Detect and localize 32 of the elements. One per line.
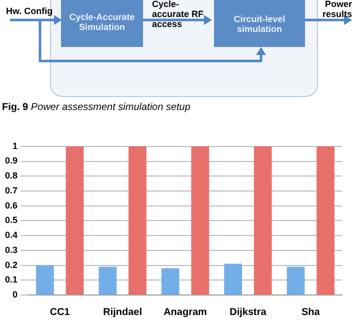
- y-tick-label: 0.6: [4, 200, 18, 210]
- process-box: Circuit-level simulation: [214, 0, 305, 47]
- text: Fig. 9 Power assessment simulation setup: [2, 102, 190, 113]
- bar: [286, 266, 305, 294]
- y-tick-label: 0.5: [4, 215, 18, 226]
- x-tick-label: Anagram: [164, 306, 208, 318]
- bar: [36, 265, 54, 294]
- bar: [191, 146, 210, 294]
- text: Cycle-accurate RF access: [152, 0, 204, 29]
- x-tick-label: CC1: [50, 306, 70, 318]
- y-tick-label: 0: [12, 289, 18, 300]
- text: Power results: [322, 0, 352, 19]
- x-tick-label: Rijndael: [103, 306, 142, 318]
- bar: [224, 264, 242, 294]
- y-tick-label: 1: [12, 140, 18, 151]
- y-tick-label: 0.1: [4, 274, 18, 285]
- x-tick-label: Sha: [301, 306, 320, 318]
- y-tick-label: 0.4: [4, 230, 18, 240]
- y-tick-label: 0.3: [4, 244, 18, 255]
- bar: [316, 146, 334, 294]
- process-box: Cycle-Accurate Simulation: [61, 0, 143, 47]
- bar: [98, 266, 117, 294]
- bar: [66, 146, 84, 294]
- bar: [254, 146, 272, 294]
- bar: [128, 146, 146, 294]
- bar: [161, 268, 180, 294]
- y-tick-label: 0.8: [4, 170, 18, 181]
- x-tick-label: Dijkstra: [230, 306, 267, 318]
- y-tick-label: 0.2: [4, 260, 18, 270]
- y-tick-label: 0.7: [4, 185, 18, 196]
- text: Hw. Config: [6, 6, 53, 16]
- y-tick-label: 0.9: [4, 156, 18, 166]
